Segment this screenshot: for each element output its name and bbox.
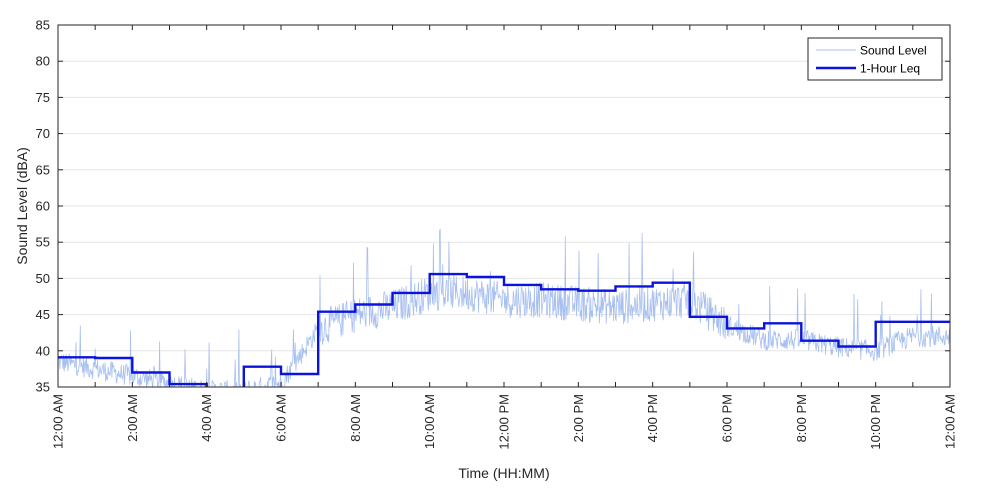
y-tick-label: 45	[36, 307, 50, 322]
y-tick-label: 85	[36, 18, 50, 33]
x-tick-label: 6:00 PM	[720, 394, 735, 442]
y-tick-label: 60	[36, 199, 50, 214]
y-tick-label: 55	[36, 235, 50, 250]
x-tick-label: 12:00 AM	[51, 394, 66, 449]
legend-label-sound-level: Sound Level	[860, 44, 927, 58]
x-tick-label: 4:00 AM	[199, 394, 214, 442]
y-tick-label: 35	[36, 380, 50, 395]
x-tick-label: 4:00 PM	[645, 394, 660, 442]
y-tick-label: 70	[36, 126, 50, 141]
legend-label-leq: 1-Hour Leq	[860, 62, 920, 76]
x-tick-label: 10:00 PM	[868, 394, 883, 450]
y-axis-title: Sound Level (dBA)	[14, 147, 30, 265]
x-tick-label: 6:00 AM	[274, 394, 289, 442]
x-tick-label: 8:00 AM	[348, 394, 363, 442]
legend-box	[807, 37, 943, 81]
y-tick-label: 50	[36, 271, 50, 286]
x-axis-title: Time (HH:MM)	[458, 465, 549, 481]
y-tick-label: 75	[36, 90, 50, 105]
x-tick-label: 12:00 PM	[497, 394, 512, 450]
y-tick-label: 65	[36, 162, 50, 177]
y-tick-label: 40	[36, 343, 50, 358]
y-tick-label: 80	[36, 54, 50, 69]
x-tick-label: 2:00 AM	[125, 394, 140, 442]
x-tick-label: 10:00 AM	[422, 394, 437, 449]
axis-ticks: 35 40 45 50 55 60 65 70 75 80 85 12:00 AM 2:00 AM 4:0…	[36, 18, 958, 450]
x-tick-label: 2:00 PM	[571, 394, 586, 442]
x-tick-label: 8:00 PM	[794, 394, 809, 442]
x-tick-label: 12:00 AM	[943, 394, 958, 449]
legend: Sound Level 1-Hour Leq	[807, 37, 943, 81]
